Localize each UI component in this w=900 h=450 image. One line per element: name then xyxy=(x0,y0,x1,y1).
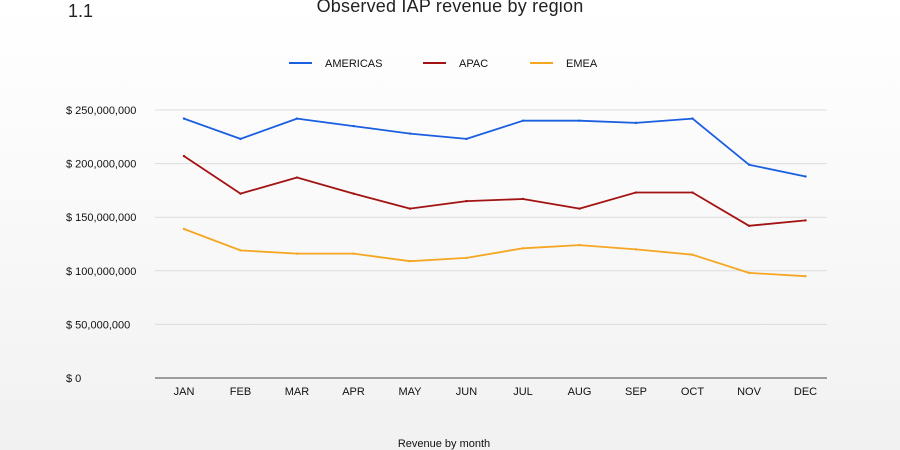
data-point-apac xyxy=(295,176,299,179)
x-tick-label: AUG xyxy=(568,386,592,398)
gridlines xyxy=(155,109,827,325)
data-point-americas xyxy=(465,137,468,141)
data-point-americas xyxy=(239,137,242,141)
data-point-emea xyxy=(239,249,242,252)
data-point-apac xyxy=(804,219,807,222)
x-tick-label: SEP xyxy=(625,386,647,398)
data-point-emea xyxy=(578,243,581,247)
data-point-emea xyxy=(295,252,299,255)
x-axis-label: Revenue by month xyxy=(398,438,490,450)
x-tick-label: NOV xyxy=(737,386,762,398)
data-point-emea xyxy=(408,259,412,263)
data-point-apac xyxy=(352,192,355,195)
data-point-apac xyxy=(239,192,242,195)
data-point-emea xyxy=(352,252,355,255)
data-point-apac xyxy=(408,207,412,210)
data-point-apac xyxy=(182,154,186,158)
data-point-emea xyxy=(747,271,751,275)
legend-label-emea: EMEA xyxy=(566,58,598,70)
data-point-emea xyxy=(804,274,807,278)
y-tick-label: $ 50,000,000 xyxy=(66,319,130,331)
y-tick-label: $ 100,000,000 xyxy=(66,266,136,278)
series-line-apac xyxy=(183,155,806,227)
data-point-americas xyxy=(691,117,694,120)
series-line-emea xyxy=(183,228,806,278)
y-tick-label: $ 200,000,000 xyxy=(66,159,136,171)
x-tick-label: JUN xyxy=(456,386,477,398)
data-point-apac xyxy=(634,191,638,194)
y-tick-label: $ 150,000,000 xyxy=(66,212,136,224)
data-point-emea xyxy=(691,253,694,256)
x-tick-label: FEB xyxy=(230,386,251,398)
x-tick-label: DEC xyxy=(794,386,817,398)
data-point-americas xyxy=(804,175,807,178)
x-tick-label: OCT xyxy=(681,386,705,398)
data-point-americas xyxy=(352,124,355,128)
x-tick-label: JAN xyxy=(174,386,195,398)
data-point-apac xyxy=(465,199,468,203)
data-point-apac xyxy=(578,207,581,210)
data-point-apac xyxy=(691,191,694,194)
x-tick-label: APR xyxy=(342,386,365,398)
data-point-americas xyxy=(521,119,525,122)
data-point-emea xyxy=(182,227,186,231)
data-point-americas xyxy=(182,117,186,120)
figure-number: 1.1 xyxy=(68,1,94,21)
legend-label-apac: APAC xyxy=(459,58,488,70)
data-point-americas xyxy=(578,119,581,122)
data-point-apac xyxy=(521,197,525,201)
legend: AMERICAS APAC EMEA xyxy=(289,58,598,70)
data-point-americas xyxy=(408,132,412,135)
data-point-americas xyxy=(747,163,751,166)
x-axis: JAN FEB MAR APR MAY JUN JUL AUG SEP OCT NOV DEC xyxy=(155,377,827,398)
x-tick-label: MAY xyxy=(398,386,422,398)
data-point-emea xyxy=(521,247,525,250)
chart-title: Observed IAP revenue by region xyxy=(316,0,584,16)
x-tick-label: JUL xyxy=(513,386,533,398)
x-tick-label: MAR xyxy=(285,386,310,398)
series-lines xyxy=(182,117,807,278)
legend-label-americas: AMERICAS xyxy=(325,58,382,70)
data-point-emea xyxy=(465,256,468,260)
y-axis: $ 0 $ 50,000,000 $ 100,000,000 $ 150,000,00… xyxy=(66,105,136,385)
data-point-emea xyxy=(634,248,638,251)
y-tick-label: $ 0 xyxy=(66,373,81,385)
data-point-americas xyxy=(634,121,638,125)
series-line-americas xyxy=(183,117,806,178)
y-tick-label: $ 250,000,000 xyxy=(66,105,136,117)
data-point-apac xyxy=(747,224,751,227)
data-point-americas xyxy=(295,117,299,120)
